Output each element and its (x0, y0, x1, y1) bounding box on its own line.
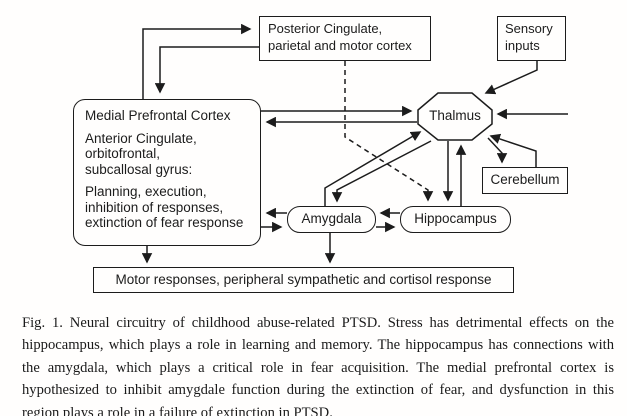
arrow-posterior-cingulate-to-hippocampus-dashed (344, 61, 434, 202)
mpfc-regions-line2: orbitofrontal, (85, 146, 161, 161)
mpfc-regions-line1: Anterior Cingulate, (85, 130, 197, 146)
node-sensory-inputs: Sensory inputs (497, 16, 566, 61)
mpfc-functions-line2: inhibition of responses, (85, 199, 224, 215)
node-posterior-cingulate: Posterior Cingulate, parietal and motor … (259, 16, 431, 61)
mpfc-title: Medial Prefrontal Cortex (85, 108, 231, 123)
node-medial-prefrontal-cortex: Medial Prefrontal Cortex Anterior Cingul… (73, 99, 261, 246)
node-amygdala: Amygdala (287, 206, 376, 233)
mpfc-regions-line3: subcallosal gyrus: (85, 161, 193, 177)
connector-layer (141, 23, 568, 264)
arrow-thalmus-to-amygdala (331, 140, 432, 203)
node-thalmus-label: Thalmus (429, 108, 481, 123)
mpfc-functions-line1: Planning, execution, (85, 184, 207, 199)
node-sensory-inputs-line1: Sensory (505, 21, 553, 36)
mpfc-regions: Anterior Cingulate, orbitofrontal, subca… (85, 131, 260, 178)
arrow-posterior-cingulate-to-mpfc (154, 46, 259, 94)
node-hippocampus: Hippocampus (400, 206, 511, 233)
node-cerebellum: Cerebellum (482, 167, 568, 194)
node-posterior-cingulate-line1: Posterior Cingulate, (268, 21, 383, 36)
node-sensory-inputs-line2: inputs (505, 37, 540, 53)
arrow-amygdala-to-thalmus (324, 131, 422, 206)
thalmus-octagon (417, 92, 493, 141)
arrow-cerebellum-to-thalmus (489, 133, 537, 167)
node-motor-responses: Motor responses, peripheral sympathetic … (93, 267, 514, 293)
node-posterior-cingulate-line2: parietal and motor cortex (268, 37, 412, 53)
mpfc-functions-line3: extinction of fear response (85, 215, 244, 230)
mpfc-functions: Planning, execution, inhibition of respo… (85, 184, 260, 231)
arrow-mpfc-to-posterior-cingulate (142, 23, 252, 100)
arrow-thalmus-to-cerebellum (487, 137, 508, 164)
figure-caption: Fig. 1. Neural circuitry of childhood ab… (22, 315, 614, 416)
arrow-sensory-inputs-to-thalmus (484, 61, 538, 95)
